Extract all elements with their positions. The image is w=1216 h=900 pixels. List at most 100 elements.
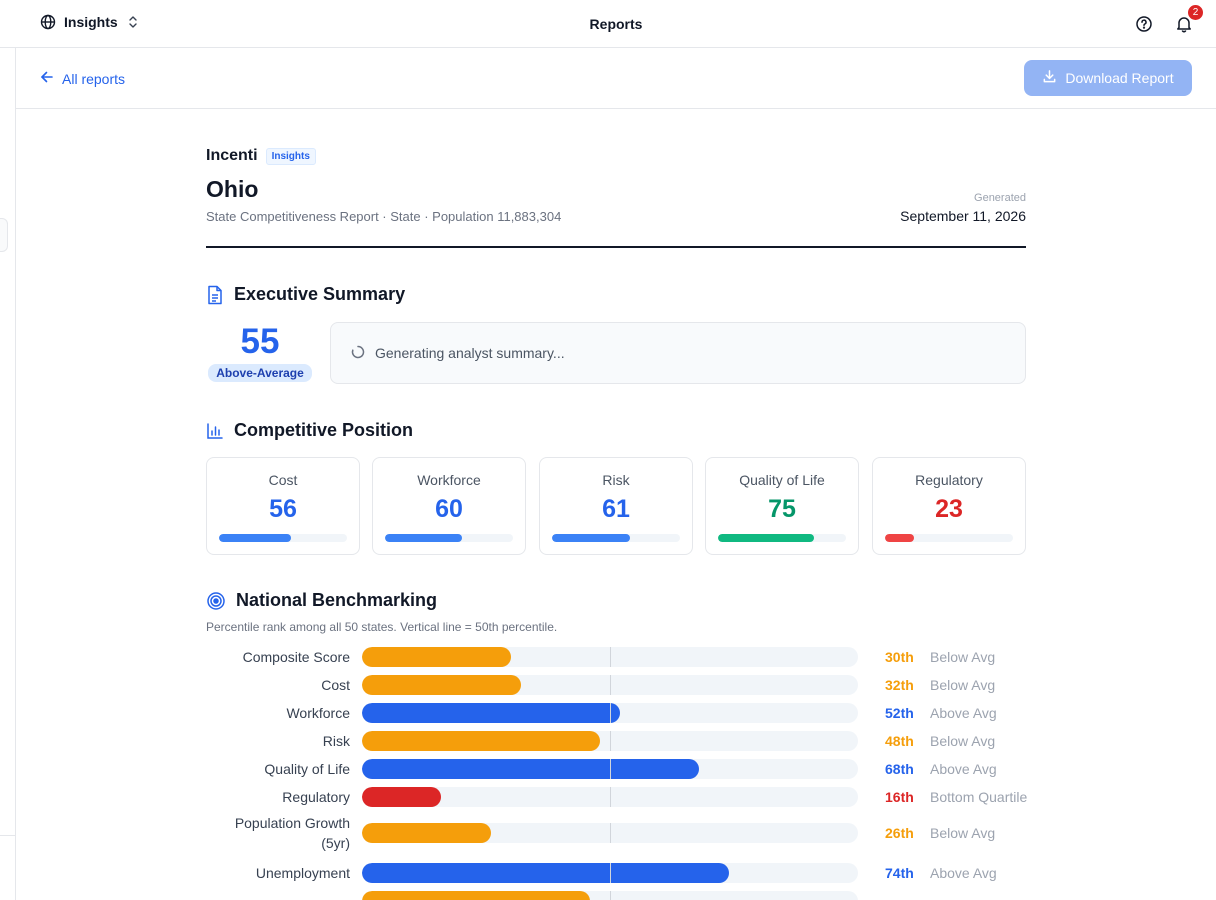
notification-count-badge: 2: [1188, 5, 1203, 20]
benchmark-percentile: 52th: [885, 705, 914, 721]
competitive-card-fill: [219, 534, 291, 542]
benchmark-median-line: [610, 731, 611, 751]
spinner-icon: [351, 345, 365, 362]
brand-tag: Insights: [265, 147, 316, 165]
benchmark-median-line: [610, 863, 611, 883]
chevron-updown-icon: [126, 14, 140, 30]
generated-label: Generated: [974, 192, 1026, 204]
benchmark-percentile: 30th: [885, 649, 914, 665]
competitive-cards: Cost 56 Workforce 60 Risk 61 Quality of Life 75…: [206, 457, 1026, 555]
competitive-card-fill: [552, 534, 631, 542]
competitive-card: Risk 61: [539, 457, 693, 555]
benchmark-band: Bottom Quartile: [930, 789, 1028, 805]
sidebar-collapsed: [0, 0, 16, 900]
benchmark-bar: [362, 759, 700, 779]
executive-summary-title: Executive Summary: [234, 284, 406, 304]
competitive-position-heading: Competitive Position: [206, 420, 413, 441]
download-report-button[interactable]: Download Report: [1024, 60, 1192, 96]
help-button[interactable]: [1134, 14, 1154, 34]
benchmark-percentile: 68th: [885, 761, 914, 777]
benchmark-percentile: 32th: [885, 677, 914, 693]
notifications-button[interactable]: [1174, 14, 1194, 34]
benchmark-median-line: [610, 647, 611, 667]
competitive-card-fill: [718, 534, 814, 542]
benchmark-band: Below Avg: [930, 825, 996, 841]
arrow-left-icon: [40, 70, 54, 87]
benchmark-percentile: 74th: [885, 865, 914, 881]
competitive-card-track: [552, 534, 680, 542]
competitive-card-track: [885, 534, 1013, 542]
benchmark-band: Above Avg: [930, 761, 997, 777]
report-document: Incenti Insights Ohio State Competitiven…: [206, 140, 1027, 900]
benchmark-median-line: [610, 891, 611, 900]
benchmark-row-label: Unemployment: [255, 865, 350, 881]
globe-icon: [40, 14, 56, 30]
bar-chart-icon: [206, 422, 224, 440]
benchmark-row-label: Regulatory: [282, 789, 350, 805]
download-icon: [1042, 69, 1057, 87]
benchmark-band: Below Avg: [930, 649, 996, 665]
competitive-card-value: 61: [602, 495, 630, 523]
executive-summary-heading: Executive Summary: [206, 284, 405, 305]
benchmark-band: Below Avg: [930, 677, 996, 693]
report-toolbar: All reports Download Report: [16, 48, 1216, 109]
header-divider: [206, 246, 1026, 248]
competitive-card-label: Risk: [602, 472, 630, 488]
analyst-summary-status: Generating analyst summary...: [375, 345, 565, 361]
benchmark-band: Below Avg: [930, 733, 996, 749]
benchmark-median-line: [610, 823, 611, 843]
competitive-card: Quality of Life 75: [705, 457, 859, 555]
benchmark-bar: [362, 647, 511, 667]
competitive-card-label: Regulatory: [915, 472, 983, 488]
benchmark-percentile: 26th: [885, 825, 914, 841]
benchmark-bar: [362, 731, 601, 751]
competitive-card-track: [718, 534, 846, 542]
all-reports-label: All reports: [62, 70, 126, 87]
help-icon: [1134, 16, 1154, 38]
generated-date: September 11, 2026: [900, 208, 1026, 224]
report-state-name: Ohio: [206, 176, 259, 202]
benchmark-median-line: [610, 787, 611, 807]
all-reports-link[interactable]: All reports: [40, 70, 125, 87]
sidebar-expand-handle[interactable]: [0, 218, 8, 252]
benchmark-bar: [362, 675, 521, 695]
competitive-position-title: Competitive Position: [234, 420, 414, 440]
composite-score: 55 Above-Average: [206, 322, 314, 382]
benchmark-bar: [362, 703, 620, 723]
benchmark-row-label: Cost: [321, 677, 350, 693]
benchmark-band: Above Avg: [930, 705, 997, 721]
benchmark-row-label: Quality of Life: [264, 761, 350, 777]
benchmark-median-line: [610, 675, 611, 695]
benchmark-note: Percentile rank among all 50 states. Ver…: [206, 620, 558, 634]
competitive-card-fill: [885, 534, 915, 542]
national-benchmarking-title: National Benchmarking: [236, 590, 438, 610]
composite-score-value: 55: [240, 322, 280, 361]
workspace-switcher[interactable]: Insights: [40, 14, 140, 30]
competitive-card: Workforce 60: [372, 457, 526, 555]
benchmark-bar: [362, 823, 491, 843]
top-bar: Insights Reports 2: [0, 0, 1216, 48]
competitive-card-label: Quality of Life: [739, 472, 825, 488]
benchmark-row-label: Population Growth (5yr): [234, 815, 350, 851]
benchmark-row-label: Workforce: [286, 705, 350, 721]
benchmark-bar: [362, 891, 591, 900]
competitive-card-track: [219, 534, 347, 542]
benchmark-percentile: 48th: [885, 733, 914, 749]
benchmark-band: Above Avg: [930, 865, 997, 881]
brand-name: Incenti: [206, 147, 258, 164]
competitive-card-fill: [385, 534, 462, 542]
competitive-card-value: 75: [768, 495, 796, 523]
bell-icon: [1174, 17, 1194, 38]
benchmark-percentile: 16th: [885, 789, 914, 805]
generated-info: Generated September 11, 2026: [900, 192, 1026, 224]
competitive-card-label: Cost: [268, 472, 298, 488]
competitive-card-label: Workforce: [417, 472, 481, 488]
download-report-label: Download Report: [1065, 70, 1174, 86]
analyst-summary-box: Generating analyst summary...: [330, 322, 1026, 384]
target-icon: [206, 591, 226, 611]
competitive-card: Cost 56: [206, 457, 360, 555]
benchmark-bar: [362, 787, 442, 807]
competitive-card-value: 23: [935, 495, 963, 523]
document-icon: [206, 285, 224, 305]
composite-score-rating: Above-Average: [208, 364, 312, 382]
